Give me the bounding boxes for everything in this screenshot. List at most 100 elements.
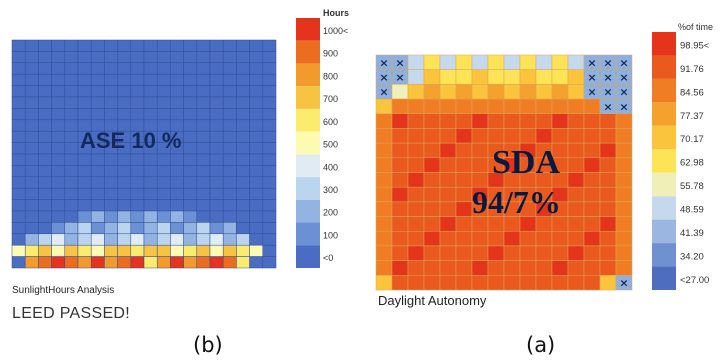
heatmap-cell	[375, 201, 393, 217]
heatmap-cell	[487, 260, 505, 276]
heatmap-cell	[599, 275, 617, 291]
heatmap-cell	[196, 108, 211, 121]
heatmap-cell	[156, 233, 171, 246]
heatmap-cell	[262, 176, 277, 189]
heatmap-cell	[471, 245, 489, 261]
heatmap-cell	[64, 85, 79, 98]
heatmap-cell	[583, 216, 601, 232]
legend-swatch	[652, 266, 676, 290]
heatmap-cell	[51, 85, 66, 98]
heatmap-cell	[222, 96, 237, 109]
heatmap-cell	[423, 201, 441, 217]
heatmap-cell	[183, 244, 198, 257]
heatmap-cell	[117, 165, 132, 178]
heatmap-cell	[262, 256, 277, 269]
heatmap-cell	[471, 275, 489, 291]
heatmap-cell	[183, 222, 198, 235]
heatmap-cell	[423, 231, 441, 247]
heatmap-cell	[209, 244, 224, 257]
ase-annotation: ASE 10 %	[80, 128, 182, 153]
heatmap-cell	[143, 233, 158, 246]
heatmap-cell	[64, 165, 79, 178]
legend-swatch	[652, 32, 676, 56]
heatmap-cell	[77, 51, 92, 64]
heatmap-cell	[117, 62, 132, 75]
heatmap-cell	[236, 85, 250, 98]
heatmap-cell	[130, 96, 145, 109]
heatmap-cell	[567, 54, 585, 70]
heatmap-cell	[222, 176, 237, 189]
heatmap-cell	[11, 256, 26, 269]
heatmap-cell	[249, 119, 264, 132]
heatmap-cell	[236, 96, 250, 109]
heatmap-cell	[196, 39, 211, 52]
heatmap-cell	[51, 210, 66, 223]
heatmap-cell	[535, 128, 553, 144]
heatmap-cell	[407, 54, 425, 70]
heatmap-cell	[535, 260, 553, 276]
heatmap-cell	[262, 165, 277, 178]
heatmap-cell	[183, 108, 198, 121]
heatmap-cell	[391, 84, 409, 100]
heatmap-cell	[183, 119, 198, 132]
heatmap-cell	[77, 176, 92, 189]
heatmap-cell	[391, 113, 409, 129]
heatmap-cell	[11, 153, 26, 166]
legend-label: 900	[323, 49, 338, 59]
heatmap-cell	[535, 275, 553, 291]
heatmap-cell	[104, 165, 118, 178]
heatmap-cell	[375, 186, 393, 203]
heatmap-cell	[51, 51, 66, 64]
heatmap-cell	[262, 199, 277, 212]
heatmap-cell	[236, 199, 250, 212]
heatmap-cell	[519, 84, 537, 100]
heatmap-cell	[423, 142, 441, 159]
excluded-cell-icon: ×	[619, 100, 628, 113]
heatmap-cell	[407, 157, 425, 173]
heatmap-cell	[407, 245, 425, 261]
heatmap-cell	[455, 201, 473, 217]
heatmap-cell	[143, 256, 158, 269]
heatmap-cell	[249, 85, 264, 98]
heatmap-cell	[183, 73, 198, 86]
heatmap-cell	[130, 62, 145, 75]
heatmap-cell	[262, 85, 277, 98]
heatmap-cell	[407, 142, 425, 159]
legend-label: 600	[323, 117, 338, 127]
heatmap-cell	[143, 153, 158, 166]
heatmap-cell	[104, 85, 118, 98]
caption-a: (a)	[526, 333, 556, 357]
heatmap-cell	[183, 96, 198, 109]
heatmap-cell	[11, 222, 26, 235]
heatmap-cell	[90, 199, 105, 212]
daylight-autonomy-footer-title: Daylight Autonomy	[378, 293, 487, 308]
heatmap-cell	[599, 172, 617, 188]
heatmap-cell	[236, 233, 250, 246]
excluded-cell-icon: ×	[379, 71, 388, 84]
heatmap-cell	[455, 84, 473, 100]
heatmap-cell	[77, 244, 92, 257]
heatmap-cell	[51, 73, 66, 86]
heatmap-cell	[51, 165, 66, 178]
heatmap-cell	[24, 62, 39, 75]
heatmap-cell	[64, 96, 79, 109]
heatmap-cell	[170, 62, 184, 75]
heatmap-cell	[567, 142, 585, 159]
heatmap-cell	[249, 256, 264, 269]
heatmap-cell	[143, 222, 158, 235]
heatmap-cell	[407, 172, 425, 188]
heatmap-cell	[24, 96, 39, 109]
heatmap-cell	[222, 62, 237, 75]
heatmap-cell	[130, 187, 145, 200]
legend-label: 500	[323, 140, 338, 150]
heatmap-cell	[51, 62, 66, 75]
legend-label: 34.20	[680, 252, 704, 263]
heatmap-cell	[567, 98, 585, 114]
heatmap-cell	[236, 165, 250, 178]
heatmap-cell	[615, 231, 633, 247]
heatmap-cell	[423, 216, 441, 232]
heatmap-cell	[209, 130, 224, 143]
heatmap-cell	[423, 54, 441, 70]
heatmap-cell	[423, 69, 441, 85]
heatmap-cell	[487, 275, 505, 291]
